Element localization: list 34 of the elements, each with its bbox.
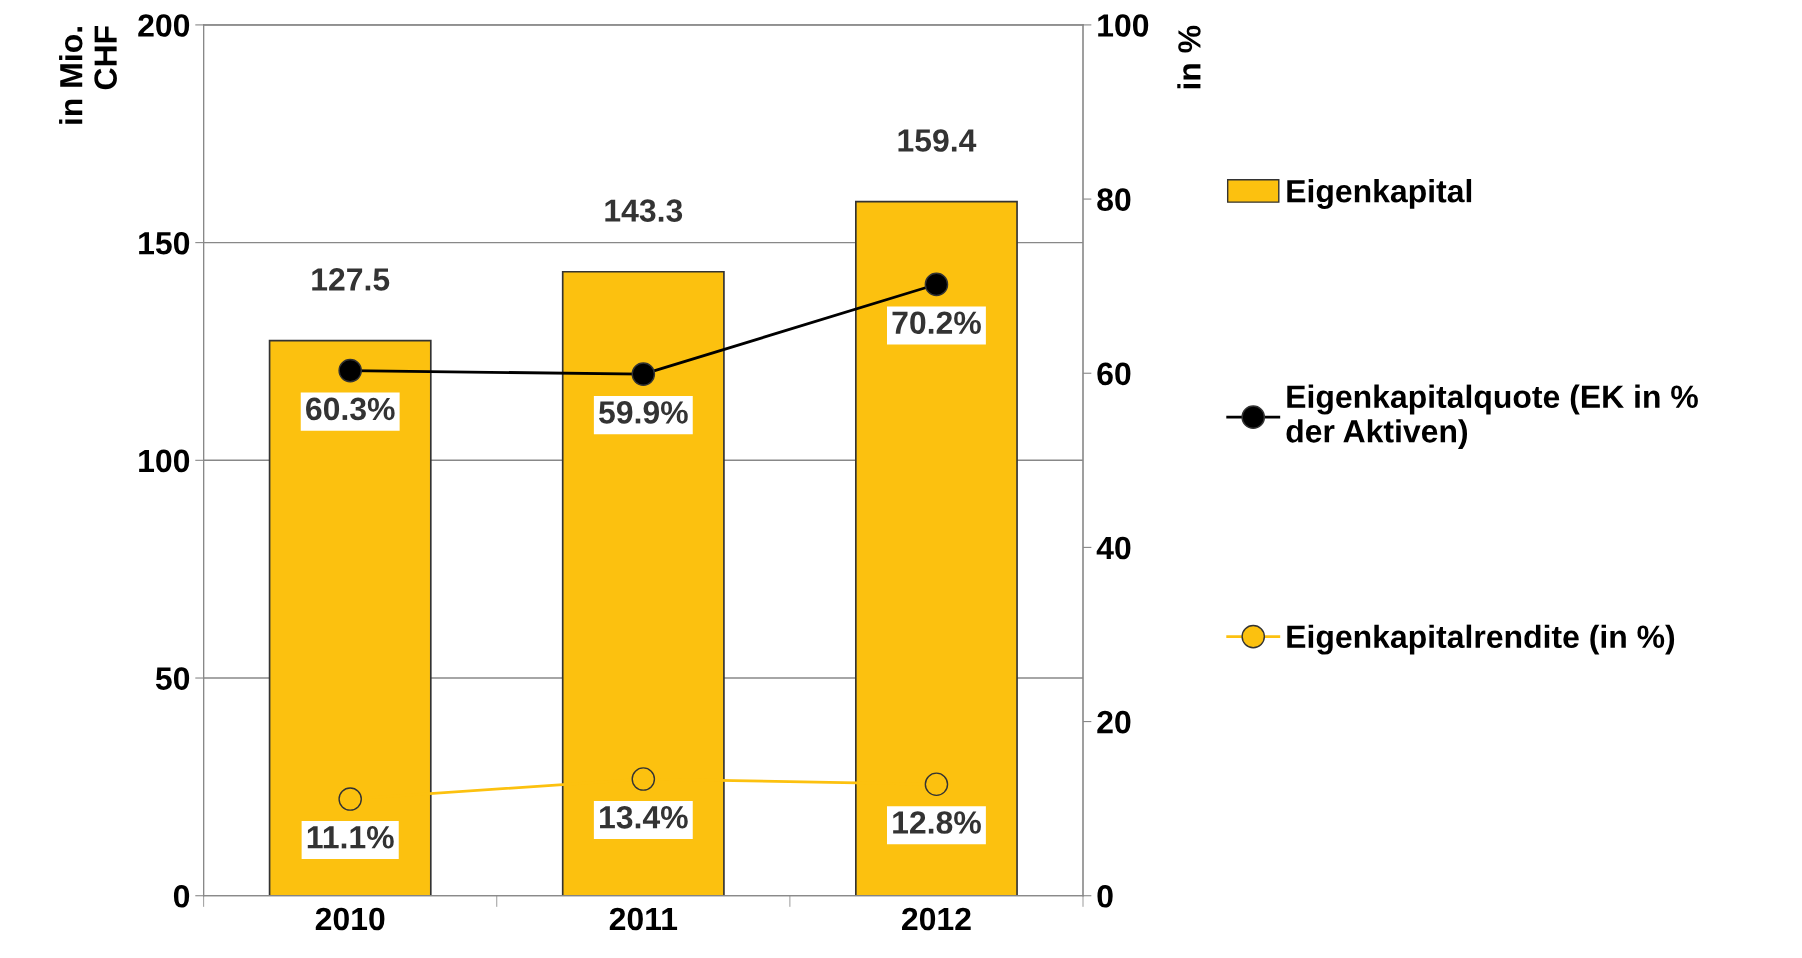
y2-axis-title: in %	[1177, 25, 1201, 89]
y-tick-label: 150	[139, 231, 190, 255]
data-label: 11.1%	[307, 826, 394, 849]
legend-label: Eigenkapitalrendite (in %)	[1287, 624, 1675, 655]
y-tick-label: 200	[138, 14, 190, 37]
point	[631, 767, 656, 791]
point	[631, 362, 656, 386]
y2-tick-label: 60	[1097, 362, 1131, 386]
data-label: 70.2%	[892, 311, 981, 334]
data-label: 159.4	[898, 129, 977, 152]
y2-tick-label: 100	[1098, 14, 1149, 37]
y-axis-title: in Mio. CHF	[59, 26, 117, 124]
point	[924, 272, 949, 297]
y-tick-label: 50	[155, 667, 190, 690]
data-label: 59.9%	[599, 401, 688, 424]
y2-tick-label: 20	[1097, 710, 1131, 734]
legend-label: Eigenkapitalquote (EK in % der Aktiven)	[1286, 384, 1698, 449]
x-tick-label: 2011	[609, 907, 678, 931]
y2-tick-label: 80	[1097, 188, 1131, 211]
data-label: 13.4%	[600, 806, 688, 829]
data-label: 143.3	[605, 199, 683, 222]
y-tick-label: 0	[173, 885, 190, 908]
legend-label: Eigenkapital	[1287, 179, 1472, 209]
y-tick-label: 100	[139, 449, 190, 473]
x-tick-label: 2010	[315, 907, 385, 931]
data-label: 12.8%	[893, 811, 981, 834]
x-tick-label: 2012	[902, 907, 971, 931]
point	[924, 772, 949, 797]
y2-tick-label: 0	[1097, 885, 1113, 908]
data-label: 127.5	[312, 268, 390, 291]
point	[338, 358, 362, 383]
y2-tick-label: 40	[1096, 536, 1131, 560]
data-label: 60.3%	[306, 397, 395, 421]
point	[338, 787, 362, 811]
